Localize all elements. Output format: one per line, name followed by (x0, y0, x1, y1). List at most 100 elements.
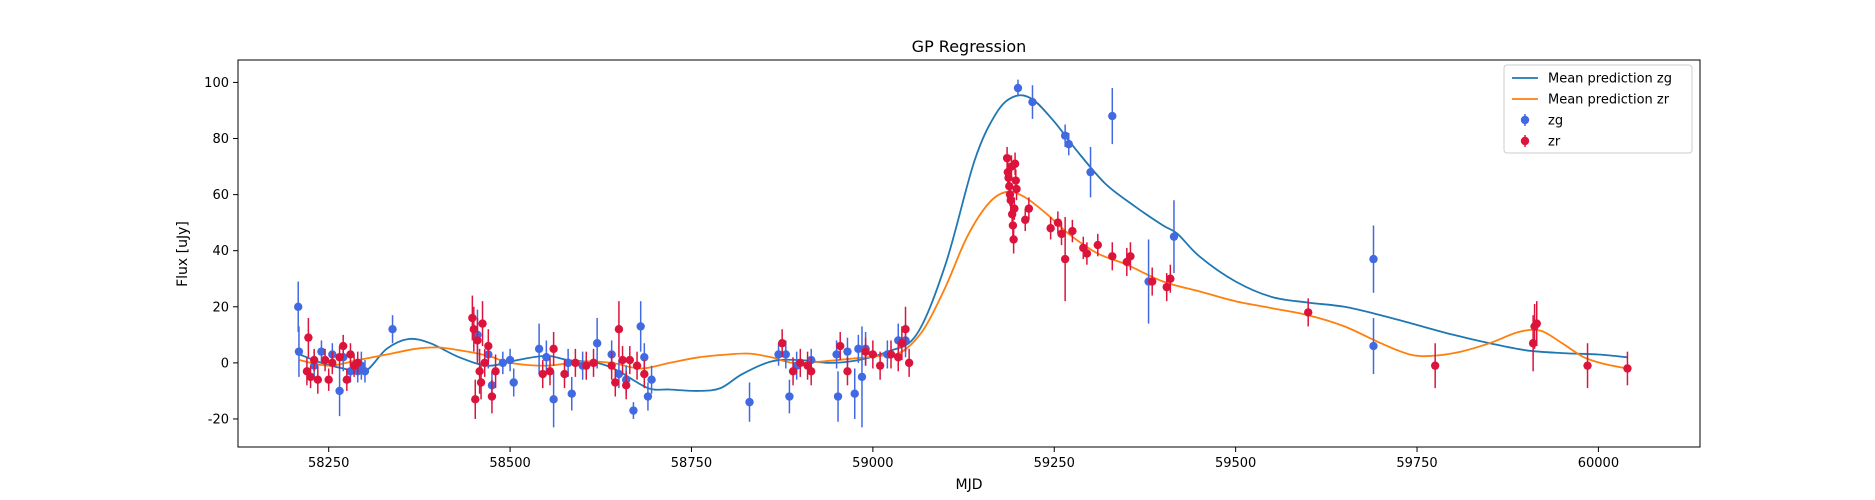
data-point-zr (607, 351, 616, 380)
data-point-zr (306, 365, 315, 389)
data-point-zg (509, 368, 518, 397)
data-point-zr (1024, 197, 1034, 220)
data-point-zg (294, 281, 303, 333)
y-tick-label: 80 (212, 132, 229, 147)
data-point-zr (618, 346, 627, 375)
data-point-zr (904, 348, 914, 377)
data-point-zr (353, 351, 362, 375)
y-tick-label: 100 (204, 76, 229, 91)
data-point-zg (1169, 200, 1179, 274)
x-tick-label: 58250 (308, 456, 349, 471)
data-point-zg (774, 343, 783, 366)
y-tick-label: 20 (212, 300, 229, 315)
data-point-zr (894, 343, 903, 372)
data-point-zr (589, 348, 598, 377)
data-point-zg (567, 376, 576, 411)
data-point-zg (549, 371, 558, 428)
y-tick-label: 0 (221, 356, 229, 371)
data-point-zg (1086, 146, 1095, 198)
data-point-zr (1060, 217, 1070, 302)
legend-label: zr (1548, 135, 1561, 150)
x-tick-label: 59750 (1396, 456, 1437, 471)
data-point-zr (1053, 211, 1063, 234)
data-point-zr (309, 348, 319, 372)
data-point-zg (534, 323, 544, 375)
y-tick-label: 60 (212, 188, 229, 203)
y-tick-label: 40 (212, 244, 229, 259)
data-point-zr (545, 357, 555, 386)
chart-title: GP Regression (912, 37, 1027, 56)
legend-box (1503, 64, 1693, 154)
legend-label: zg (1548, 114, 1563, 129)
data-point-zr (328, 351, 337, 375)
data-point-zr (491, 354, 500, 389)
data-point-zg (636, 301, 645, 352)
data-point-zg (643, 382, 653, 411)
data-point-zr (320, 348, 330, 372)
data-point-zr (632, 351, 642, 380)
data-point-zr (304, 318, 313, 358)
x-axis-ticks: 58250 58500 58750 59000 59250 59500 59750 60000 (308, 447, 1619, 471)
data-point-zg (1369, 318, 1378, 375)
legend-entry: Mean prediction zr (1512, 93, 1670, 108)
y-axis-ticks: -20 0 20 40 60 80 100 (204, 76, 238, 427)
x-axis-label: MJD (956, 477, 983, 493)
data-point-zg (542, 340, 551, 375)
data-point-zg (745, 382, 754, 422)
data-point-zr (868, 340, 878, 369)
data-point-zr (1046, 217, 1055, 240)
data-point-zg (833, 371, 843, 422)
data-point-zr (796, 348, 805, 377)
data-point-zr (1532, 301, 1541, 347)
data-point-zr (1148, 267, 1157, 296)
data-point-zg (857, 326, 867, 428)
y-tick-label: -20 (208, 412, 229, 427)
data-point-zr (1068, 219, 1077, 243)
legend-label: Mean prediction zg (1548, 72, 1672, 87)
data-point-zg (647, 365, 656, 394)
data-point-zr (1126, 242, 1135, 271)
data-point-zr (476, 365, 486, 400)
legend: Mean prediction zg Mean prediction zr zg zr (1503, 64, 1693, 154)
data-point-zr (621, 371, 631, 400)
legend-entry: zg (1520, 114, 1563, 129)
data-point-zg (850, 368, 859, 419)
data-point-zg (1369, 225, 1378, 293)
plot-area-frame (237, 59, 1701, 448)
x-tick-label: 60000 (1578, 456, 1619, 471)
data-point-zr (471, 379, 480, 419)
data-point-zr (1430, 343, 1440, 389)
data-point-zr (1009, 225, 1018, 254)
data-point-zr (1623, 351, 1632, 386)
data-point-zg (505, 348, 515, 372)
data-point-zr (901, 306, 910, 352)
data-point-zg (360, 360, 370, 383)
data-point-zr (335, 346, 344, 369)
legend-label: Mean prediction zr (1548, 93, 1670, 108)
data-point-zr (339, 334, 348, 358)
data-point-zr (560, 360, 569, 389)
data-point-zr (1583, 343, 1592, 389)
data-point-zg (1064, 132, 1073, 156)
data-point-zr (788, 357, 798, 386)
data-point-zg (294, 326, 304, 377)
data-point-zr (1010, 197, 1019, 220)
data-point-zr (480, 348, 489, 377)
data-point-zr (469, 306, 479, 352)
y-axis-label: Flux [uJy] (175, 221, 191, 287)
data-point-zr (806, 357, 816, 386)
legend-marker-swatch (1520, 115, 1530, 125)
data-point-zr (313, 365, 323, 394)
x-tick-label: 59500 (1215, 456, 1256, 471)
data-point-zr (1303, 298, 1313, 327)
data-point-zr (836, 332, 845, 361)
data-point-zr (538, 360, 547, 389)
data-point-zr (324, 368, 333, 391)
data-point-zg (785, 379, 794, 414)
x-tick-label: 59000 (852, 456, 893, 471)
data-point-zr (1093, 233, 1102, 257)
data-point-zr (549, 332, 558, 366)
data-point-zr (1108, 242, 1117, 271)
legend-entry: zr (1520, 135, 1561, 150)
data-point-zr (1057, 222, 1066, 246)
